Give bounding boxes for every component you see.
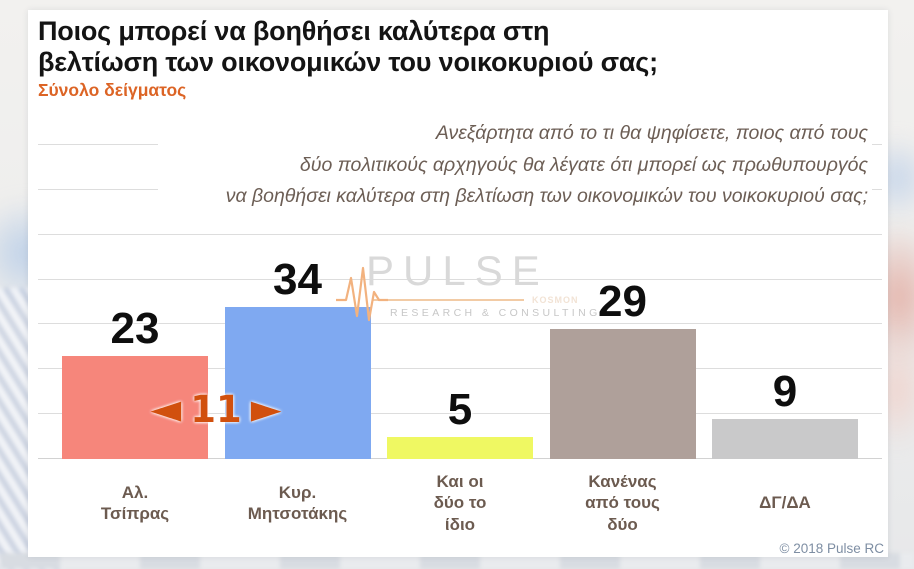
- bar-3: [549, 328, 696, 459]
- bar-value-label-1: 34: [273, 254, 322, 304]
- plot-area: 23 34 5 29 9 ◄ 11 ►: [38, 144, 882, 459]
- bar-4: [712, 418, 858, 459]
- x-axis-label-0: Αλ. Τσίπρας: [100, 482, 170, 523]
- gridline-10: [38, 413, 882, 415]
- bar-column-0: 23: [62, 145, 208, 459]
- bar-value-label-0: 23: [110, 303, 160, 353]
- difference-annotation: ◄ 11 ►: [150, 389, 281, 429]
- x-axis-label-1: Κυρ. Μητσοτάκης: [247, 482, 348, 523]
- bar-0: [62, 355, 208, 459]
- copyright-notice: © 2018 Pulse RC: [779, 541, 885, 556]
- gridline-20: [38, 368, 882, 370]
- x-axis-labels: Αλ. Τσίπρας Κυρ. Μητσοτάκης Και οι δύο το …: [38, 466, 882, 540]
- bar-column-4: 9: [712, 145, 858, 459]
- background-bottom-strip: [0, 553, 914, 569]
- bar-value-label-2: 5: [447, 384, 473, 434]
- page-title: Ποιος μπορεί να βοηθήσει καλύτερα στη βε…: [38, 16, 658, 78]
- bar-column-1: 34: [224, 145, 371, 459]
- bar-column-2: 5: [387, 145, 533, 459]
- gridline-30: [38, 323, 882, 325]
- survey-question-text: Ανεξάρτητα από το τι θα ψηφίσετε, ποιος …: [158, 116, 872, 215]
- x-axis-label-2: Και οι δύο το ίδιο: [433, 472, 487, 534]
- sample-subtitle: Σύνολο δείγματος: [38, 80, 187, 100]
- bar-1: [224, 306, 371, 459]
- x-axis-label-3: Κανένας από τους δύο: [585, 472, 660, 534]
- slide-card: Ποιος μπορεί να βοηθήσει καλύτερα στη βε…: [28, 10, 888, 557]
- bar-value-label-4: 9: [772, 366, 798, 416]
- bar-value-label-3: 29: [598, 276, 647, 326]
- left-triangle-icon: ◄: [150, 386, 182, 432]
- right-triangle-icon: ►: [250, 386, 282, 432]
- x-axis-label-4: ΔΓ/ΔΑ: [759, 493, 811, 513]
- bar-2: [387, 436, 533, 459]
- gridline-50: [38, 233, 882, 235]
- difference-value: 11: [190, 387, 242, 431]
- bars-row: 23 34 5 29 9: [38, 145, 882, 459]
- gridline-40: [38, 278, 882, 280]
- bar-column-3: 29: [549, 145, 696, 459]
